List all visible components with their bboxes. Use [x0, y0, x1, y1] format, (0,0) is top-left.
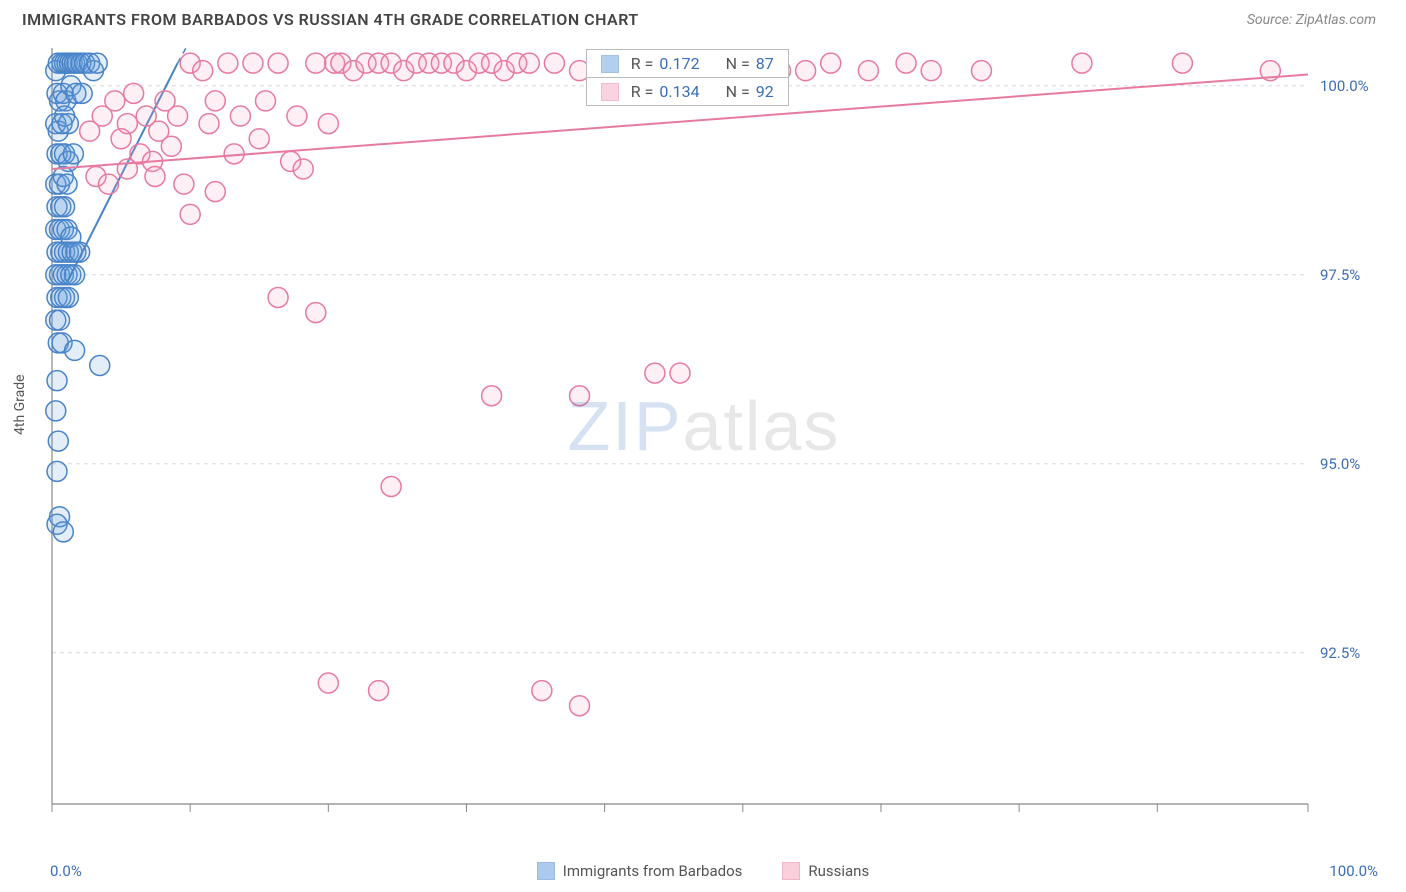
- stat-row: R = 0.172N = 87: [586, 49, 789, 78]
- source-label: Source: ZipAtlas.com: [1247, 12, 1376, 28]
- legend-swatch-icon: [537, 862, 555, 880]
- svg-text:95.0%: 95.0%: [1320, 455, 1360, 473]
- svg-text:100.0%: 100.0%: [1320, 77, 1369, 95]
- legend-swatch-icon: [782, 862, 800, 880]
- legend-label: Immigrants from Barbados: [563, 862, 743, 880]
- svg-text:92.5%: 92.5%: [1320, 644, 1360, 662]
- legend-item-russians: Russians: [782, 862, 869, 880]
- x-axis-start: 0.0%: [50, 862, 82, 880]
- x-axis-end: 100.0%: [1329, 862, 1378, 880]
- y-axis-label: 4th Grade: [12, 374, 28, 435]
- svg-text:97.5%: 97.5%: [1320, 266, 1360, 284]
- chart-title: IMMIGRANTS FROM BARBADOS VS RUSSIAN 4TH …: [22, 10, 639, 29]
- legend-label: Russians: [808, 862, 869, 880]
- chart-area: 4th Grade 100.0%97.5%95.0%92.5% ZIPatlas…: [22, 42, 1386, 842]
- stat-row: R = 0.134N = 92: [586, 77, 789, 106]
- scatter-chart: 100.0% 97.5% 95.0% 92.5%: [22, 42, 1386, 842]
- bottom-legend: 0.0% Immigrants from Barbados Russians 1…: [0, 862, 1406, 880]
- legend-item-barbados: Immigrants from Barbados: [537, 862, 743, 880]
- stats-box: R = 0.172N = 87R = 0.134N = 92: [586, 50, 789, 106]
